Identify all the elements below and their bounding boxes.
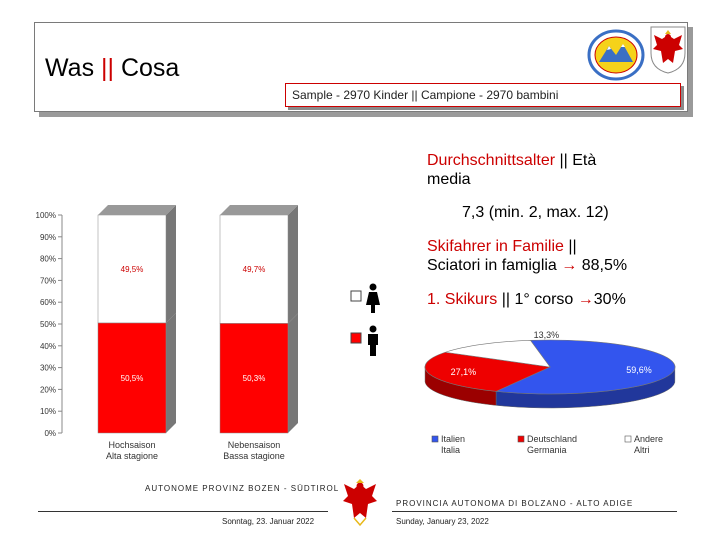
pie-value-label: 59,6%: [626, 365, 652, 375]
bar-segment: [97, 214, 167, 324]
header-box: Was || Cosa Sample - 2970 Kinder || Camp…: [34, 22, 688, 112]
footer-eagle-icon: [343, 479, 377, 527]
pie-value-label: 13,3%: [534, 330, 560, 340]
legend-label: Andere: [634, 434, 663, 444]
ski-family-value: 88,5%: [577, 257, 628, 274]
y-tick-label: 50%: [40, 320, 56, 329]
bar-value-label: 49,5%: [121, 265, 144, 274]
y-tick-label: 0%: [44, 429, 56, 438]
footer-org-german: AUTONOME PROVINZ BOZEN - SÜDTIROL: [145, 484, 340, 493]
season-gender-bar-chart: 0% 10% 20% 30% 40% 50% 60% 70% 80% 90% 100% 50,5% 49…: [36, 205, 298, 461]
bar-side-face: [288, 205, 298, 324]
title-italian: Cosa: [114, 54, 180, 82]
y-tick-label: 70%: [40, 276, 56, 285]
legend-label: Deutschland: [527, 434, 577, 444]
legend-swatch: [431, 435, 439, 443]
ski-family-label-german: Skifahrer in Familie: [427, 238, 569, 255]
footer-org-italian: PROVINCIA AUTONOMA DI BOLZANO - ALTO ADI…: [396, 499, 634, 508]
first-course-separator: ||: [501, 291, 510, 308]
average-age-separator: ||: [559, 152, 568, 169]
legend-label: Germania: [527, 445, 567, 455]
legend-label: Altri: [634, 445, 650, 455]
pie-slice: [494, 339, 676, 395]
female-icon: [366, 283, 380, 313]
category-label: Nebensaison: [228, 440, 281, 450]
y-tick-label: 100%: [36, 211, 56, 220]
bar-top-face: [220, 205, 298, 215]
footer-divider-left: [38, 511, 328, 512]
ski-family-label: Skifahrer in Familie || Sciatori in fami…: [427, 237, 627, 275]
sample-box: Sample - 2970 Kinder || Campione - 2970 …: [285, 83, 681, 107]
bar-segment: [219, 323, 289, 434]
south-tyrol-eagle-icon: [650, 26, 686, 74]
average-age-value: 7,3 (min. 2, max. 12): [462, 204, 609, 221]
first-course-label: 1. Skikurs || 1° corso →30%: [427, 290, 626, 309]
y-tick-label: 90%: [40, 233, 56, 242]
average-age-label: Durchschnittsalter || Età media: [427, 151, 596, 189]
pie-value-label: 27,1%: [451, 367, 477, 377]
bar-segment: [219, 214, 289, 324]
skischool-logo-icon: [587, 29, 645, 81]
title-separator: ||: [101, 54, 115, 82]
bar-value-label: 50,5%: [121, 374, 144, 383]
average-age-label-italian-2: media: [427, 171, 471, 188]
first-course-label-german: 1. Skikurs: [427, 291, 502, 308]
legend-label: Italien: [441, 434, 465, 444]
first-course-label-italian: 1° corso: [510, 291, 578, 308]
footer-date-german: Sonntag, 23. Januar 2022: [222, 517, 315, 526]
ski-family-label-italian: Sciatori in famiglia: [427, 257, 557, 274]
category-label: Bassa stagione: [223, 451, 285, 461]
pie-slice: [424, 351, 552, 392]
bar-top-face: [98, 205, 176, 215]
y-tick-label: 40%: [40, 342, 56, 351]
male-legend-swatch: [350, 332, 362, 344]
bar-value-label: 50,3%: [243, 374, 266, 383]
legend-label: Italia: [441, 445, 460, 455]
category-label: Alta stagione: [106, 451, 158, 461]
category-label: Hochsaison: [108, 440, 155, 450]
y-tick-label: 20%: [40, 385, 56, 394]
slide-title: Was || Cosa: [45, 54, 179, 83]
bar-value-label: 49,7%: [243, 265, 266, 274]
ski-family-arrow-icon: →: [561, 257, 578, 274]
average-age-label-german: Durchschnittsalter: [427, 152, 560, 169]
pie-slice: [445, 340, 551, 368]
legend-swatch: [517, 435, 525, 443]
gender-legend: [350, 283, 380, 356]
female-legend-swatch: [350, 290, 362, 302]
y-tick-label: 80%: [40, 255, 56, 264]
bar-side-face: [166, 205, 176, 323]
first-course-value: 30%: [593, 291, 626, 308]
y-tick-label: 60%: [40, 298, 56, 307]
footer-divider-right: [392, 511, 677, 512]
footer-date-english: Sunday, January 23, 2022: [396, 517, 489, 526]
average-age-label-italian: Età: [567, 152, 597, 169]
bar-side-face: [288, 313, 298, 433]
legend-swatch: [624, 435, 632, 443]
y-tick-label: 30%: [40, 364, 56, 373]
male-icon: [368, 325, 378, 356]
y-tick-label: 10%: [40, 407, 56, 416]
title-german: Was: [45, 54, 102, 82]
ski-family-separator: ||: [568, 238, 577, 255]
bar-segment: [97, 322, 167, 434]
first-course-arrow-icon: →: [577, 291, 594, 308]
bar-side-face: [166, 312, 176, 433]
